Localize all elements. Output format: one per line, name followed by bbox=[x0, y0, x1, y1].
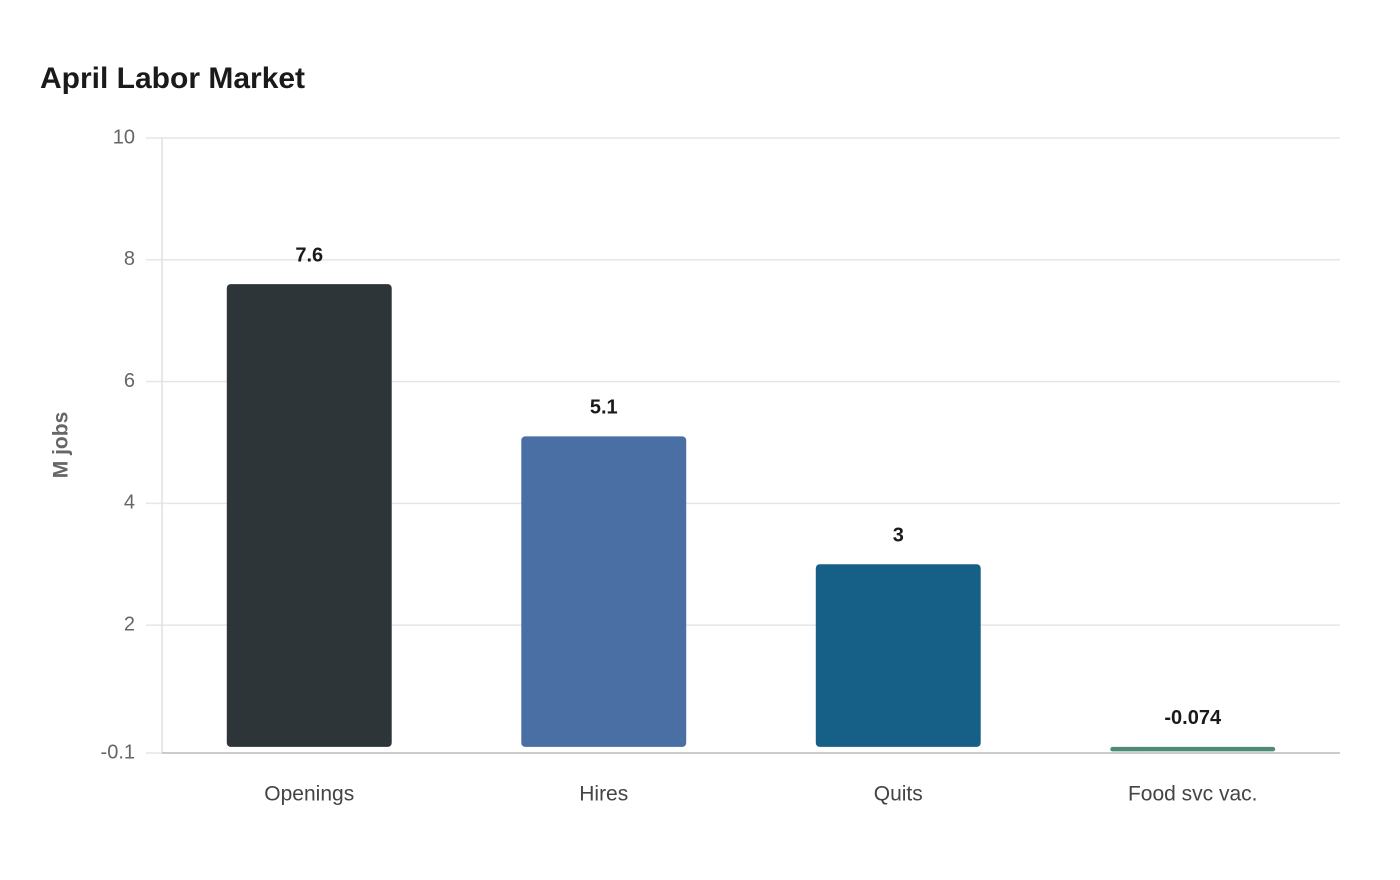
y-tick-label: 2 bbox=[124, 613, 135, 635]
bar bbox=[815, 564, 981, 747]
x-tick-label: Food svc vac. bbox=[1128, 783, 1258, 806]
value-label: 5.1 bbox=[590, 397, 618, 419]
y-tick-label: 6 bbox=[124, 370, 135, 392]
chart-title: April Labor Market bbox=[40, 62, 305, 95]
x-tick-label: Hires bbox=[579, 783, 628, 806]
value-label: -0.074 bbox=[1164, 707, 1222, 729]
bar bbox=[1110, 746, 1276, 752]
y-axis-title: M jobs bbox=[50, 412, 73, 479]
bar bbox=[521, 436, 687, 747]
y-tick-label: 8 bbox=[124, 248, 135, 270]
y-tick-label: 10 bbox=[113, 126, 135, 148]
y-tick-label: -0.1 bbox=[101, 741, 135, 763]
value-label: 7.6 bbox=[295, 244, 323, 266]
x-tick-label: Openings bbox=[264, 783, 354, 806]
x-tick-label: Quits bbox=[874, 783, 923, 806]
bar bbox=[226, 284, 392, 747]
y-tick-label: 4 bbox=[124, 492, 135, 514]
value-label: 3 bbox=[893, 525, 904, 547]
